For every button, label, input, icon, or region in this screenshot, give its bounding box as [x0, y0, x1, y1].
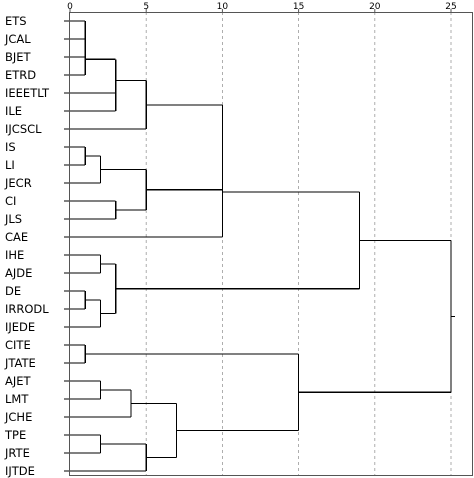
- leaf-label: JLS: [4, 212, 22, 226]
- x-tick-label: 15: [293, 2, 304, 12]
- leaf-label: BJET: [5, 50, 32, 64]
- leaf-label: DE: [5, 284, 21, 298]
- leaf-label: ETRD: [5, 68, 36, 82]
- leaf-label: JCHE: [4, 410, 32, 424]
- leaf-label: LMT: [5, 392, 29, 406]
- leaf-label: LI: [5, 158, 15, 172]
- leaf-label: IJCSCL: [5, 122, 42, 136]
- leaf-label: TPE: [4, 428, 26, 442]
- leaf-label: IRRODL: [5, 302, 49, 316]
- leaf-label: IJEDE: [5, 320, 35, 334]
- leaf-label: IHE: [5, 248, 24, 262]
- x-tick-label: 25: [445, 2, 456, 12]
- leaf-labels: ETS JCAL BJET ETRD IEEETLT ILE IJCSCL IS LI JECR C…: [4, 14, 50, 478]
- branch-layer: [64, 20, 455, 472]
- leaf-label: JECR: [4, 176, 32, 190]
- leaf-label: JCAL: [4, 32, 31, 46]
- plot-frame: [69, 12, 473, 476]
- leaf-label: AJDE: [5, 266, 32, 280]
- leaf-label: IEEETLT: [5, 86, 50, 100]
- x-tick-label: 20: [369, 2, 381, 12]
- x-axis: 0 5 10 15 20 25: [67, 2, 457, 12]
- leaf-label: CI: [5, 194, 16, 208]
- x-tick-label: 5: [143, 2, 149, 12]
- leaf-label: IS: [5, 140, 16, 154]
- leaf-label: IJTDE: [5, 464, 35, 478]
- x-tick-label: 0: [67, 2, 73, 12]
- leaf-label: ETS: [5, 14, 27, 28]
- leaf-label: ILE: [5, 104, 22, 118]
- leaf-label: AJET: [5, 374, 32, 388]
- leaf-label: CAE: [5, 230, 28, 244]
- leaf-label: JRTE: [4, 446, 30, 460]
- x-tick-label: 10: [217, 2, 229, 12]
- leaf-label: JTATE: [4, 356, 36, 370]
- leaf-label: CITE: [5, 338, 31, 352]
